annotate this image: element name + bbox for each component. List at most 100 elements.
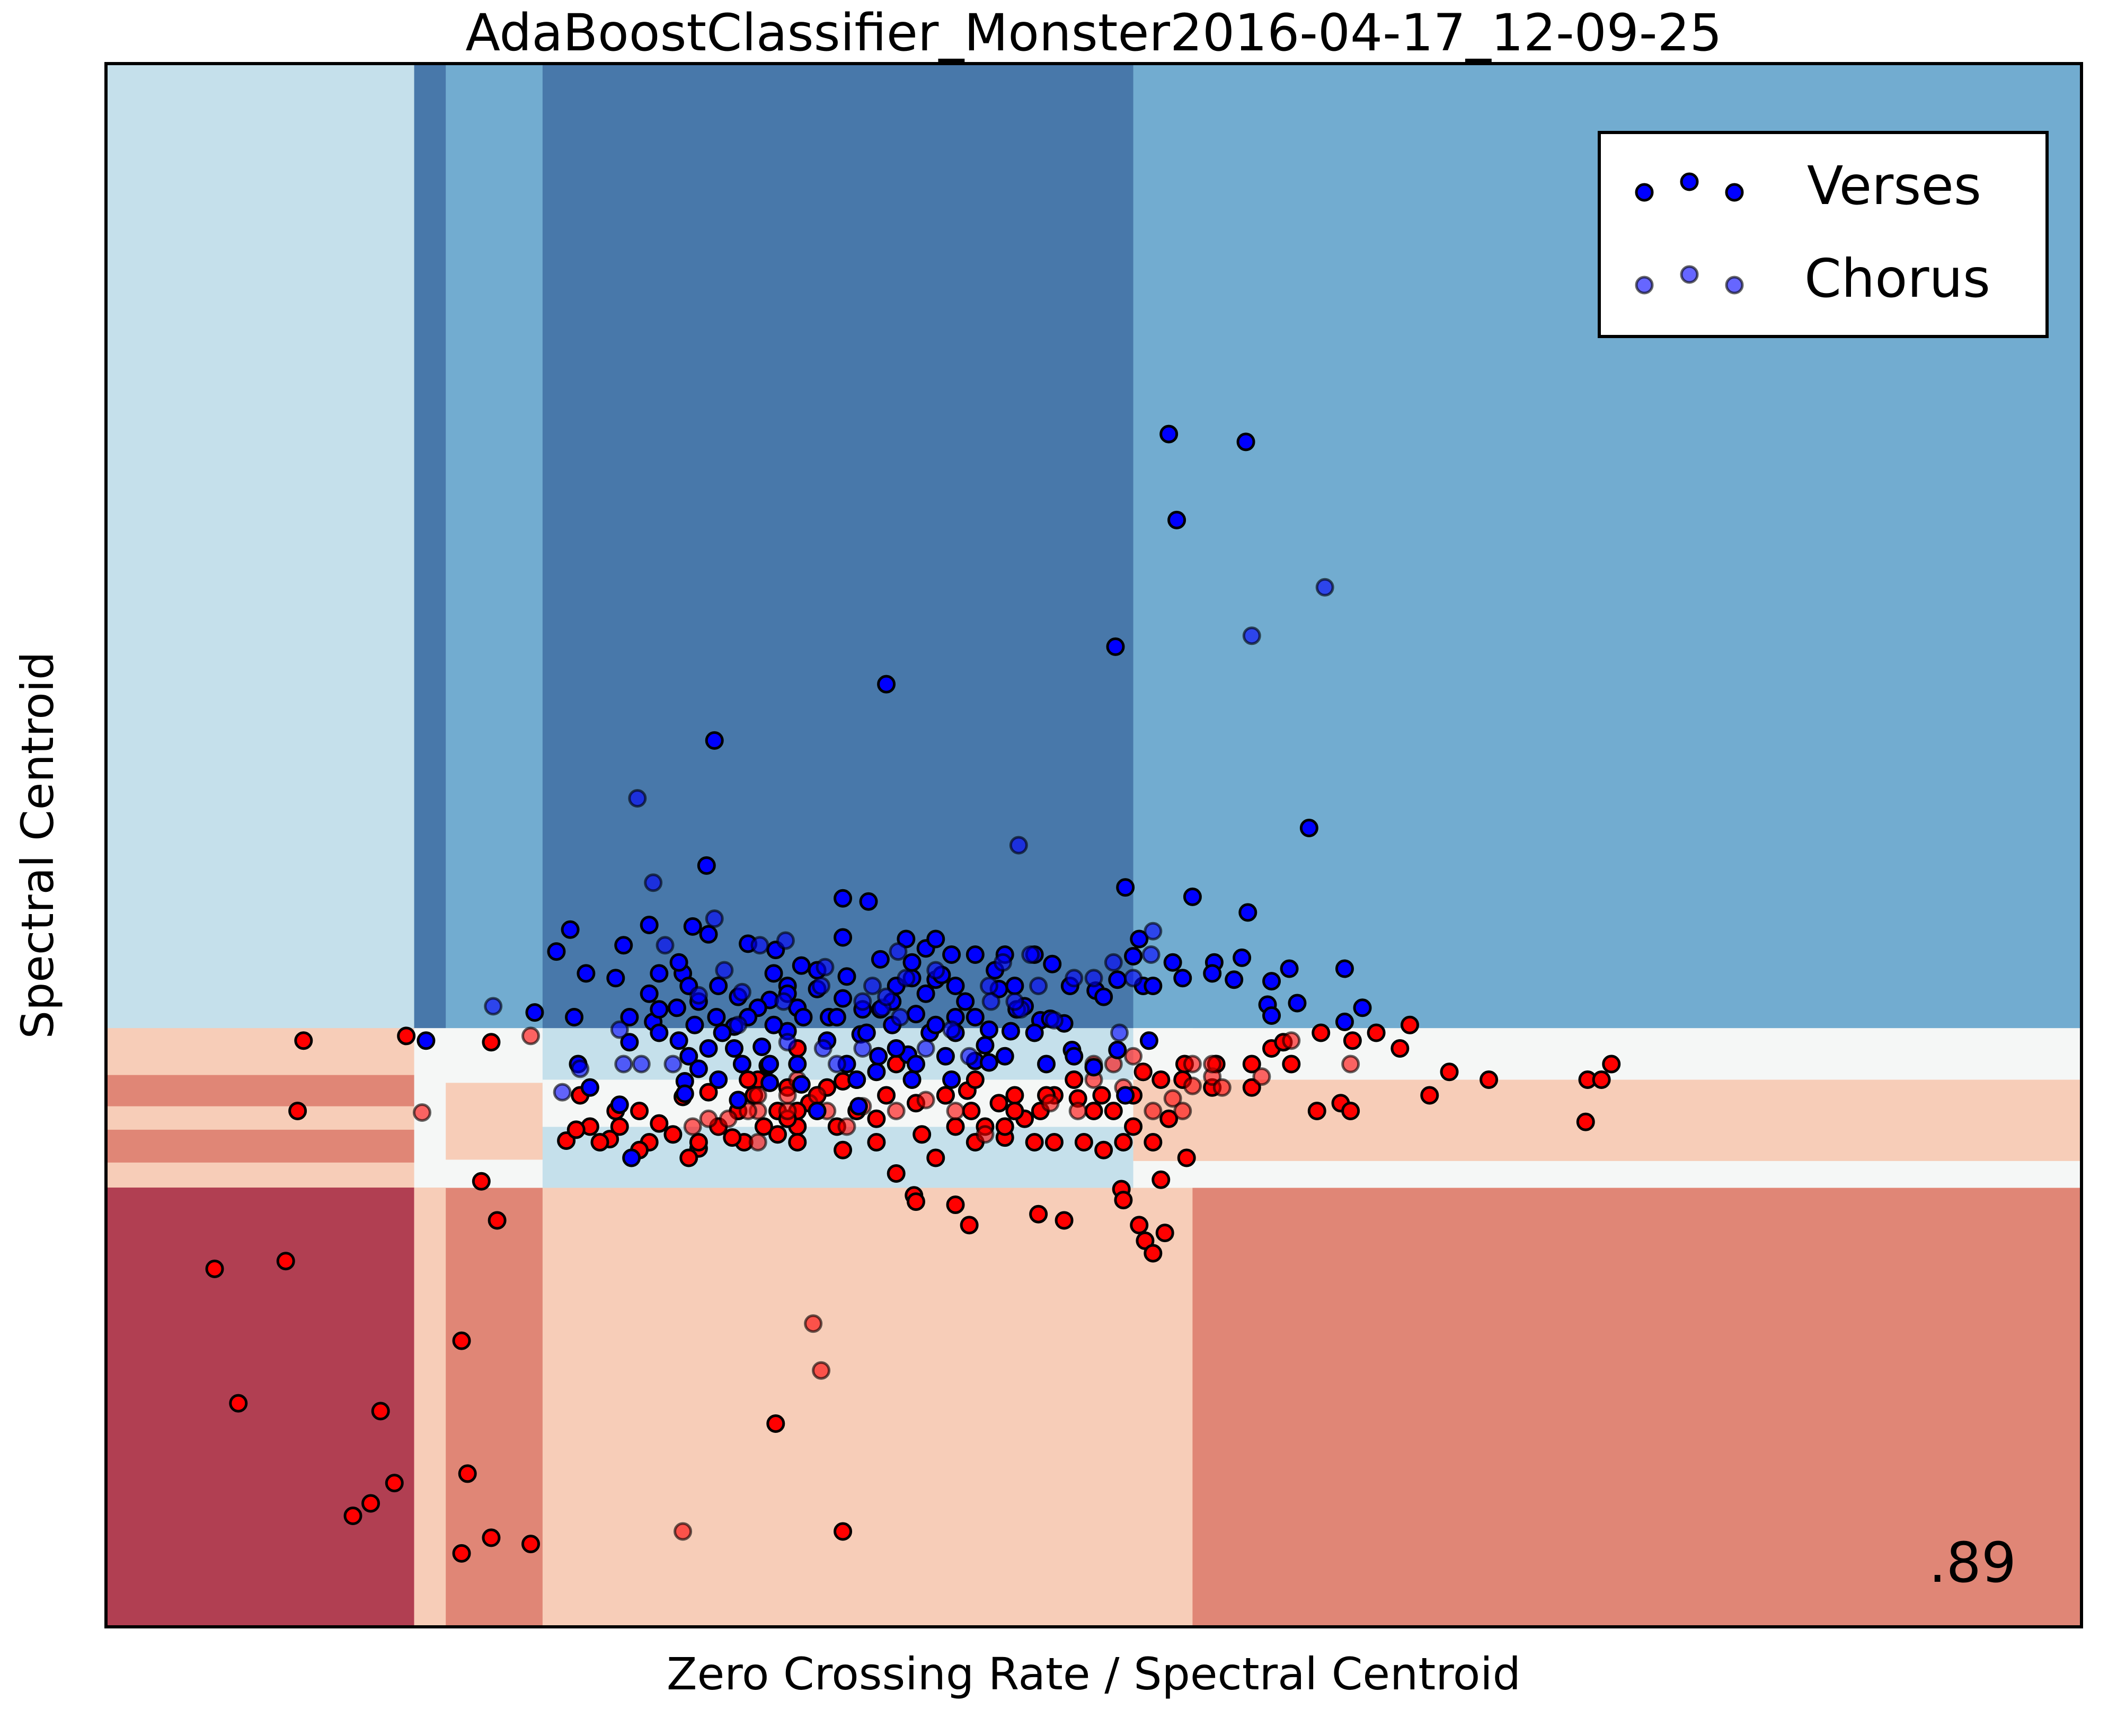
red-point-117 [1159, 1109, 1179, 1128]
verses-point-84 [725, 1039, 744, 1058]
chorus-point-4 [628, 789, 647, 808]
red-point-49 [1104, 1102, 1123, 1120]
chorus-point-30 [729, 1015, 748, 1034]
red-point-6 [229, 1394, 248, 1413]
verses-point-25 [699, 925, 718, 944]
legend-marker-verses-2 [1725, 183, 1744, 202]
legend-markers [1635, 172, 1744, 295]
verses-point-5 [705, 731, 724, 750]
red-point-97 [1307, 1102, 1326, 1120]
verses-point-103 [622, 1148, 641, 1167]
chorus-point-31 [732, 982, 751, 1002]
red-point-54 [1074, 1133, 1093, 1152]
red-translucent-point-30 [808, 1086, 827, 1105]
red-point-111 [1343, 1031, 1362, 1050]
score-label: .89 [1929, 1530, 2016, 1595]
verses-point-156 [1084, 1058, 1103, 1077]
verses-point-85 [729, 1091, 748, 1110]
red-translucent-point-23 [1124, 1047, 1143, 1066]
red-point-99 [1390, 1039, 1410, 1058]
chorus-point-5 [705, 909, 724, 928]
verses-point-138 [620, 1008, 639, 1026]
red-translucent-point-14 [1041, 1094, 1060, 1113]
verses-point-80 [869, 1047, 888, 1066]
verses-point-6 [1299, 819, 1318, 838]
red-point-125 [1005, 1102, 1024, 1120]
red-point-42 [946, 1117, 965, 1136]
red-translucent-point-0 [521, 1026, 541, 1046]
red-point-30 [867, 1109, 886, 1128]
verses-point-148 [906, 1055, 925, 1074]
red-point-28 [834, 1522, 853, 1541]
verses-point-151 [976, 1036, 995, 1055]
chorus-point-34 [632, 1055, 651, 1074]
red-translucent-point-21 [1144, 1102, 1163, 1120]
red-point-57 [995, 1117, 1014, 1136]
red-translucent-point-40 [1183, 1055, 1202, 1074]
chorus-point-50 [1124, 969, 1143, 988]
red-point-11 [488, 1211, 507, 1230]
verses-point-104 [675, 1084, 694, 1103]
verses-point-27 [764, 964, 783, 983]
chorus-point-23 [1104, 953, 1123, 972]
red-translucent-point-28 [1341, 1055, 1360, 1074]
red-point-94 [1242, 1055, 1261, 1074]
red-translucent-point-18 [1183, 1076, 1202, 1095]
red-translucent-point-19 [1163, 1089, 1182, 1108]
verses-point-14 [1130, 929, 1149, 949]
verses-point-125 [926, 1015, 945, 1034]
chorus-point-29 [778, 1033, 797, 1052]
red-point-110 [1400, 1015, 1419, 1034]
red-point-89 [1092, 1086, 1111, 1105]
verses-point-45 [902, 953, 922, 972]
red-point-2 [482, 1033, 501, 1052]
verses-point-136 [669, 1031, 688, 1050]
verses-point-112 [707, 1008, 726, 1026]
verses-point-70 [1163, 953, 1182, 972]
verses-point-163 [1262, 1006, 1281, 1025]
red-point-96 [1282, 1055, 1301, 1074]
red-translucent-point-37 [683, 1117, 702, 1136]
decision-region-10 [106, 1188, 415, 1627]
red-translucent-point-10 [887, 1102, 906, 1120]
decision-region-19 [1192, 1188, 2082, 1627]
decision-region-21 [1133, 1079, 2082, 1162]
decision-region-5 [106, 1028, 415, 1076]
legend-marker-verses-1 [1680, 172, 1699, 191]
verses-point-106 [857, 1023, 876, 1042]
red-point-15 [452, 1544, 471, 1563]
verses-point-18 [640, 915, 659, 934]
verses-point-118 [650, 1000, 669, 1019]
verses-point-7 [697, 856, 716, 875]
red-point-23 [1029, 1204, 1048, 1224]
chorus-point-7 [644, 873, 663, 892]
chorus-point-20 [1029, 977, 1048, 995]
red-point-120 [1114, 1191, 1133, 1210]
verses-point-58 [752, 1038, 772, 1057]
verses-point-149 [936, 1047, 955, 1066]
chorus-point-28 [813, 1039, 832, 1058]
verses-point-146 [867, 1062, 886, 1082]
chorus-point-45 [897, 969, 916, 988]
red-translucent-point-32 [748, 1086, 767, 1105]
verses-point-165 [1335, 959, 1354, 978]
red-point-7 [371, 1402, 390, 1421]
red-point-131 [768, 1125, 787, 1144]
chorus-point-48 [926, 961, 945, 980]
red-point-101 [1420, 1086, 1439, 1105]
red-point-56 [1025, 1133, 1044, 1152]
red-translucent-point-38 [778, 1086, 797, 1105]
verses-point-81 [847, 1070, 866, 1089]
red-point-134 [699, 1083, 718, 1102]
red-translucent-point-11 [916, 1091, 935, 1110]
chorus-point-2 [553, 1083, 572, 1102]
red-point-86 [1005, 1086, 1024, 1105]
decision-regions [106, 64, 2082, 1627]
red-point-26 [906, 1192, 925, 1211]
verses-point-130 [827, 1008, 846, 1026]
verses-point-46 [871, 950, 890, 969]
legend: Verses Chorus [1598, 131, 2049, 338]
red-point-3 [288, 1102, 307, 1120]
verses-point-132 [764, 1015, 783, 1034]
chorus-point-46 [981, 992, 1000, 1011]
